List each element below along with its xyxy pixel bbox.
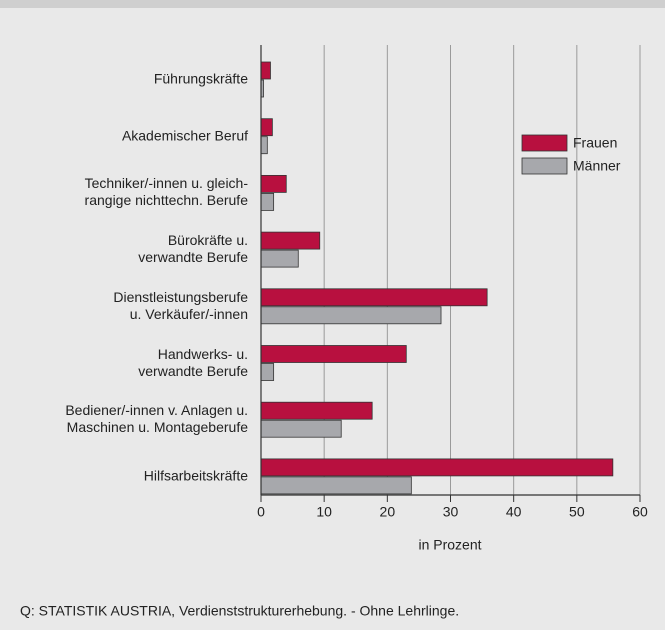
- x-tick-label: 20: [380, 504, 396, 520]
- source-note: Q: STATISTIK AUSTRIA, Verdienststrukture…: [20, 603, 459, 619]
- x-tick-label: 10: [316, 504, 332, 520]
- bar: [260, 306, 442, 325]
- category-label: Handwerks- u. verwandte Berufe: [138, 345, 248, 379]
- bar: [260, 476, 412, 495]
- bar: [260, 249, 299, 268]
- category-label: Führungskräfte: [153, 70, 248, 87]
- x-tick-label: 0: [257, 504, 265, 520]
- category-label: Hilfsarbeitskräfte: [143, 467, 248, 484]
- bar: [260, 363, 275, 381]
- bar: [260, 174, 287, 193]
- category-label: Techniker/-innen u. gleich- rangige nich…: [84, 175, 248, 209]
- bar: [260, 345, 407, 363]
- category-label: Bediener/-innen v. Anlagen u. Maschinen …: [65, 402, 248, 436]
- category-label: Bürokräfte u. verwandte Berufe: [138, 232, 248, 266]
- bar: [260, 118, 273, 137]
- x-tick-label: 60: [632, 504, 648, 520]
- x-axis-label: in Prozent: [418, 537, 481, 553]
- legend-label: Männer: [573, 158, 621, 174]
- legend-swatch: [521, 134, 568, 152]
- category-label: Dienstleistungsberufe u. Verkäufer/-inne…: [113, 288, 248, 322]
- legend-label: Frauen: [573, 135, 617, 151]
- x-tick-label: 30: [443, 504, 459, 520]
- bar: [260, 192, 275, 211]
- bar: [260, 458, 614, 477]
- bar: [260, 419, 342, 438]
- x-tick-label: 40: [506, 504, 522, 520]
- bar: [260, 136, 268, 155]
- legend-swatch: [521, 157, 568, 175]
- x-tick-label: 50: [569, 504, 585, 520]
- bar: [260, 231, 321, 250]
- top-strip: [0, 0, 665, 8]
- bar: [260, 61, 271, 80]
- bar: [260, 288, 488, 307]
- bar: [260, 401, 373, 420]
- category-label: Akademischer Beruf: [121, 127, 248, 144]
